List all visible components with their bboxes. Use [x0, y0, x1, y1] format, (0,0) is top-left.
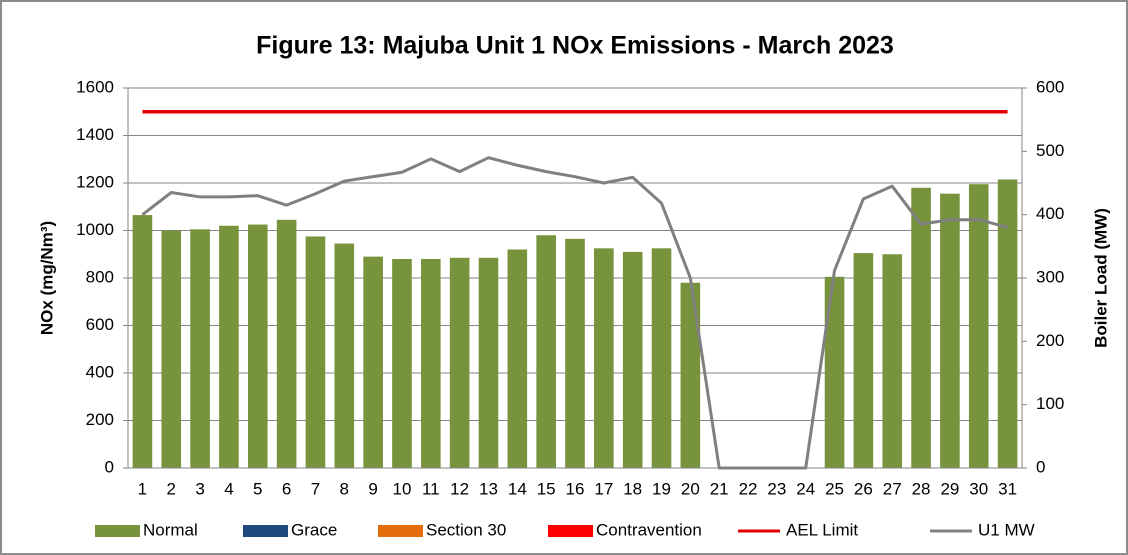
bar [305, 236, 326, 468]
bar [911, 187, 931, 468]
bar [622, 251, 643, 468]
y2-tick-label: 600 [1036, 77, 1064, 96]
legend-label: Contravention [596, 520, 702, 539]
x-tick-label: 10 [393, 479, 412, 498]
bar [276, 219, 297, 468]
x-tick-label: 7 [311, 479, 320, 498]
x-tick-label: 11 [422, 479, 440, 498]
y2-tick-label: 200 [1036, 331, 1064, 350]
bar [997, 179, 1018, 468]
y-tick-label: 600 [86, 315, 114, 334]
bar [392, 259, 412, 468]
y-tick-label: 1000 [76, 220, 114, 239]
bar [940, 193, 960, 468]
x-tick-label: 28 [912, 479, 931, 498]
x-tick-label: 24 [796, 479, 815, 498]
legend-swatch [378, 525, 423, 537]
x-tick-label: 16 [566, 479, 585, 498]
bar [968, 184, 989, 468]
y2-tick-label: 300 [1036, 267, 1064, 286]
x-tick-label: 15 [537, 479, 556, 498]
legend-label: Section 30 [426, 520, 506, 539]
x-tick-label: 26 [854, 479, 873, 498]
x-tick-label: 3 [195, 479, 204, 498]
line-series [141, 156, 1008, 470]
y2-axis-label: Boiler Load (MW) [1091, 208, 1110, 348]
x-tick-label: 9 [368, 479, 377, 498]
x-tick-label: 1 [138, 479, 147, 498]
y-axis-label: NOx (mg/Nm³) [37, 221, 56, 335]
bar [882, 254, 903, 468]
y-tick-label: 200 [86, 410, 114, 429]
bar [651, 248, 672, 468]
x-tick-label: 4 [224, 479, 233, 498]
x-tick-label: 27 [883, 479, 902, 498]
legend-swatch [548, 525, 593, 537]
x-tick-label: 13 [479, 479, 498, 498]
x-tick-label: 5 [253, 479, 262, 498]
bar [536, 235, 556, 468]
x-tick-label: 6 [282, 479, 291, 498]
bar [594, 248, 614, 468]
legend-label: Normal [143, 520, 198, 539]
bar [190, 229, 210, 468]
chart-title: Figure 13: Majuba Unit 1 NOx Emissions -… [256, 32, 894, 60]
bar [565, 238, 585, 468]
x-tick-label: 18 [623, 479, 642, 498]
bar [680, 282, 701, 468]
x-tick-label: 21 [710, 479, 729, 498]
x-tick-label: 20 [681, 479, 700, 498]
y2-tick-label: 400 [1036, 204, 1064, 223]
y2-tick-label: 100 [1036, 394, 1064, 413]
y2-tick-label: 500 [1036, 141, 1064, 160]
legend-swatch [243, 525, 288, 537]
bar [478, 257, 499, 468]
bar [334, 243, 355, 468]
bar [421, 259, 441, 468]
bar [507, 249, 528, 468]
x-tick-label: 29 [940, 479, 959, 498]
x-tick-label: 30 [969, 479, 988, 498]
bar [853, 253, 874, 468]
x-tick-label: 22 [739, 479, 758, 498]
y-tick-label: 1600 [76, 77, 114, 96]
bar [132, 215, 153, 468]
x-tick-label: 23 [767, 479, 786, 498]
bar [449, 257, 470, 468]
legend-label: U1 MW [978, 520, 1035, 539]
x-tick-label: 17 [594, 479, 613, 498]
y-tick-label: 1400 [76, 125, 114, 144]
x-tick-label: 19 [652, 479, 671, 498]
legend-swatch [95, 525, 140, 537]
bar [161, 230, 182, 468]
legend-label: Grace [291, 520, 337, 539]
x-tick-label: 14 [508, 479, 527, 498]
x-tick-label: 25 [825, 479, 844, 498]
y2-tick-label: 0 [1036, 457, 1045, 476]
y-tick-label: 800 [86, 267, 114, 286]
x-tick-label: 12 [450, 479, 469, 498]
bar [363, 256, 383, 468]
x-tick-label: 2 [167, 479, 176, 498]
x-tick-label: 31 [998, 479, 1017, 498]
bar [219, 225, 239, 468]
bar [247, 224, 268, 468]
y-tick-label: 1200 [76, 172, 114, 191]
y-tick-label: 0 [105, 457, 114, 476]
y-tick-label: 400 [86, 362, 114, 381]
legend-label: AEL Limit [786, 520, 858, 539]
x-tick-label: 8 [340, 479, 349, 498]
bar [824, 276, 845, 468]
